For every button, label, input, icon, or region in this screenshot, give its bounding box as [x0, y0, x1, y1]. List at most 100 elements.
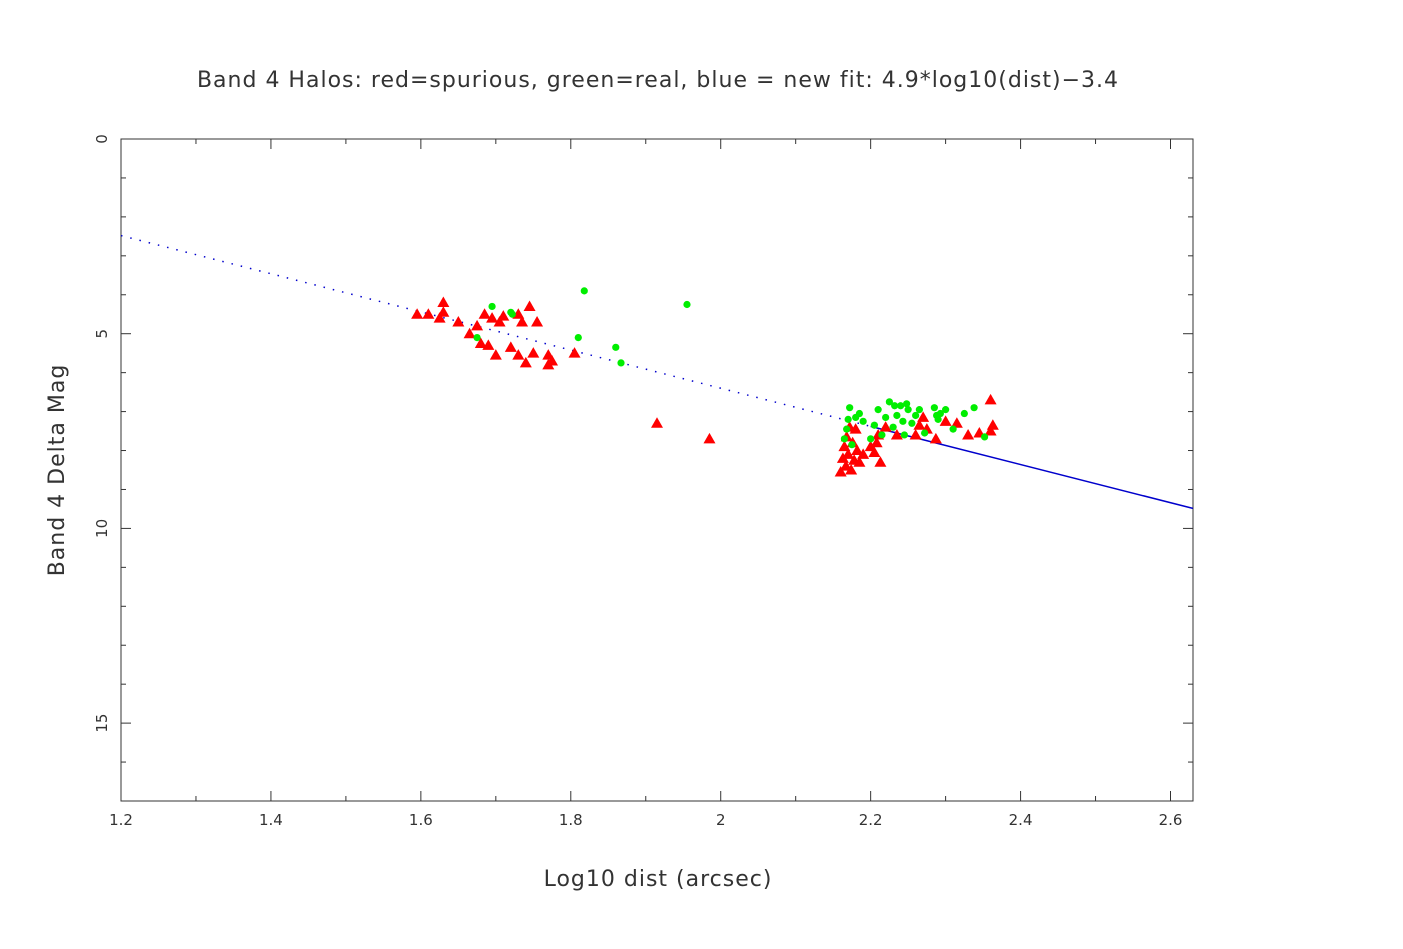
real-point	[942, 406, 950, 414]
fit-line-dotted	[121, 234, 871, 428]
x-tick-label: 2.6	[1159, 811, 1183, 829]
plot-area: 1.2 1.4 1.6 1.8 2 2.2 2.4 2.6 0 5 10 15	[93, 134, 1194, 829]
real-point	[473, 334, 481, 342]
spurious-point	[651, 417, 663, 428]
real-point	[980, 433, 989, 441]
spurious-point	[474, 337, 487, 348]
spurious-point	[437, 306, 450, 317]
spurious-point	[842, 448, 855, 459]
spurious-point	[486, 312, 499, 323]
spurious-point	[929, 432, 942, 444]
real-point	[899, 417, 907, 425]
x-tick-label: 1.2	[109, 811, 133, 829]
spurious-point	[853, 456, 866, 467]
real-point	[960, 409, 968, 418]
real-point	[612, 343, 620, 351]
spurious-point	[478, 308, 491, 319]
spurious-point	[493, 316, 506, 327]
plot-frame	[120, 138, 1194, 802]
spurious-point	[857, 448, 870, 459]
spurious-point	[986, 419, 999, 430]
real-point	[889, 423, 897, 431]
spurious-point	[531, 316, 544, 327]
real-point	[844, 415, 852, 423]
y-tick-label: 0	[93, 134, 111, 144]
real-point	[949, 425, 957, 433]
spurious-point	[463, 327, 476, 339]
real-point	[882, 413, 890, 422]
spurious-point	[834, 465, 847, 477]
y-tick-label: 10	[93, 519, 111, 538]
x-tick-label: 1.8	[559, 811, 583, 829]
real-point	[488, 302, 496, 311]
x-tick-label: 1.6	[409, 811, 433, 829]
spurious-point	[838, 440, 851, 452]
real-point	[870, 421, 878, 429]
real-point	[878, 431, 886, 439]
spurious-point	[984, 393, 997, 405]
spurious-point	[984, 425, 997, 436]
spurious-point	[504, 341, 517, 352]
real-point	[683, 300, 691, 309]
spurious-point	[913, 419, 926, 430]
spurious-point	[870, 436, 883, 448]
real-point	[885, 398, 893, 406]
real-point	[970, 404, 978, 412]
real-point	[903, 400, 911, 408]
spurious-point	[917, 411, 930, 422]
real-point	[859, 417, 867, 425]
x-tick-label: 2.2	[859, 811, 883, 829]
real-point	[897, 402, 905, 410]
spurious-point	[471, 319, 484, 331]
spurious-point	[845, 464, 858, 475]
spurious-point	[437, 296, 450, 308]
real-point	[934, 415, 942, 423]
spurious-point	[516, 316, 529, 327]
spurious-point	[703, 432, 716, 444]
spurious-point	[433, 312, 446, 323]
real-point	[580, 287, 588, 295]
spurious-point	[849, 423, 862, 434]
real-point	[874, 406, 882, 414]
y-tick-label: 15	[93, 714, 111, 733]
real-point	[921, 429, 929, 437]
real-point	[508, 310, 516, 318]
real-point	[574, 334, 582, 342]
real-point	[848, 441, 856, 449]
real-point	[846, 404, 854, 412]
spurious-point	[546, 354, 559, 366]
real-point	[893, 411, 901, 420]
real-point	[900, 431, 908, 439]
spurious-point	[851, 444, 864, 456]
y-tick-label: 5	[93, 329, 111, 339]
fit-line-solid	[870, 425, 1193, 510]
x-tick-label: 2.4	[1009, 811, 1033, 829]
spurious-point	[909, 428, 922, 440]
real-point	[617, 359, 625, 367]
real-point	[840, 435, 849, 443]
real-point	[843, 425, 851, 433]
real-point	[867, 435, 875, 443]
spurious-point	[497, 310, 510, 321]
spurious-point	[411, 308, 424, 319]
spurious-point	[890, 428, 903, 440]
chart-title: Band 4 Halos: red=spurious, green=real, …	[197, 68, 1119, 93]
y-axis-title: Band 4 Delta Mag	[45, 364, 70, 577]
real-point	[915, 406, 923, 414]
x-tick-label: 1.4	[259, 811, 283, 829]
x-tick-label: 2	[716, 811, 726, 829]
spurious-point	[879, 421, 892, 432]
spurious-point	[489, 349, 502, 360]
real-point	[936, 409, 944, 418]
spurious-point	[962, 428, 975, 440]
spurious-point	[422, 308, 435, 319]
spurious-point	[868, 446, 881, 457]
spurious-point	[874, 456, 887, 467]
real-point	[912, 411, 920, 420]
real-point	[930, 404, 938, 412]
spurious-point	[950, 417, 963, 428]
x-axis-title: Log10 dist (arcsec)	[544, 867, 773, 892]
real-point	[855, 409, 864, 418]
spurious-point	[523, 300, 536, 311]
